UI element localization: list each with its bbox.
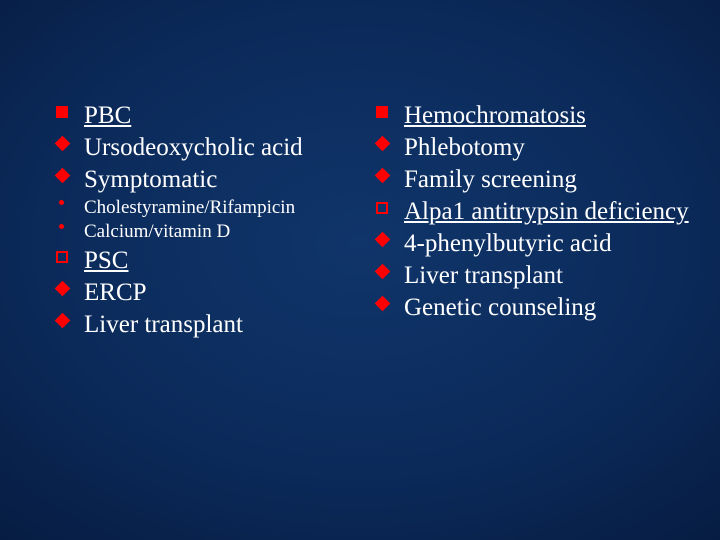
- list-item: Cholestyramine/Rifampicin: [56, 196, 370, 220]
- list-item-text: Family screening: [404, 164, 690, 196]
- bullet-icon: [376, 228, 404, 245]
- bullet-icon: [56, 132, 84, 149]
- bullet-icon: [56, 196, 84, 205]
- list-item-text: ERCP: [84, 277, 370, 309]
- list-item-text: Phlebotomy: [404, 132, 690, 164]
- bullet-icon: [56, 245, 84, 263]
- list-item-text: Calcium/vitamin D: [84, 220, 370, 244]
- list-item-text: Liver transplant: [84, 309, 370, 341]
- list-item-text: Hemochromatosis: [404, 100, 690, 132]
- list-item: ERCP: [56, 277, 370, 309]
- bullet-icon: [56, 164, 84, 181]
- list-item-text: PSC: [84, 245, 370, 277]
- left-column: PBCUrsodeoxycholic acidSymptomaticCholes…: [30, 100, 370, 540]
- list-item-text: PBC: [84, 100, 370, 132]
- list-item: Family screening: [376, 164, 690, 196]
- bullet-icon: [56, 100, 84, 118]
- bullet-icon: [56, 220, 84, 229]
- bullet-icon: [376, 292, 404, 309]
- list-item: Alpa1 antitrypsin deficiency: [376, 196, 690, 228]
- bullet-icon: [56, 309, 84, 326]
- list-item-text: Liver transplant: [404, 260, 690, 292]
- list-item: Liver transplant: [376, 260, 690, 292]
- list-item: Genetic counseling: [376, 292, 690, 324]
- list-item: Symptomatic: [56, 164, 370, 196]
- right-column: HemochromatosisPhlebotomyFamily screenin…: [370, 100, 690, 540]
- bullet-icon: [56, 277, 84, 294]
- list-item: PBC: [56, 100, 370, 132]
- list-item: Hemochromatosis: [376, 100, 690, 132]
- list-item-text: 4-phenylbutyric acid: [404, 228, 690, 260]
- bullet-icon: [376, 196, 404, 214]
- list-item: Calcium/vitamin D: [56, 220, 370, 244]
- slide: PBCUrsodeoxycholic acidSymptomaticCholes…: [0, 0, 720, 540]
- list-item-text: Symptomatic: [84, 164, 370, 196]
- bullet-icon: [376, 164, 404, 181]
- list-item-text: Alpa1 antitrypsin deficiency: [404, 196, 690, 228]
- list-item: 4-phenylbutyric acid: [376, 228, 690, 260]
- bullet-icon: [376, 100, 404, 118]
- list-item: Liver transplant: [56, 309, 370, 341]
- list-item: PSC: [56, 245, 370, 277]
- bullet-icon: [376, 260, 404, 277]
- list-item-text: Ursodeoxycholic acid: [84, 132, 370, 164]
- list-item-text: Cholestyramine/Rifampicin: [84, 196, 370, 220]
- list-item: Phlebotomy: [376, 132, 690, 164]
- list-item: Ursodeoxycholic acid: [56, 132, 370, 164]
- list-item-text: Genetic counseling: [404, 292, 690, 324]
- bullet-icon: [376, 132, 404, 149]
